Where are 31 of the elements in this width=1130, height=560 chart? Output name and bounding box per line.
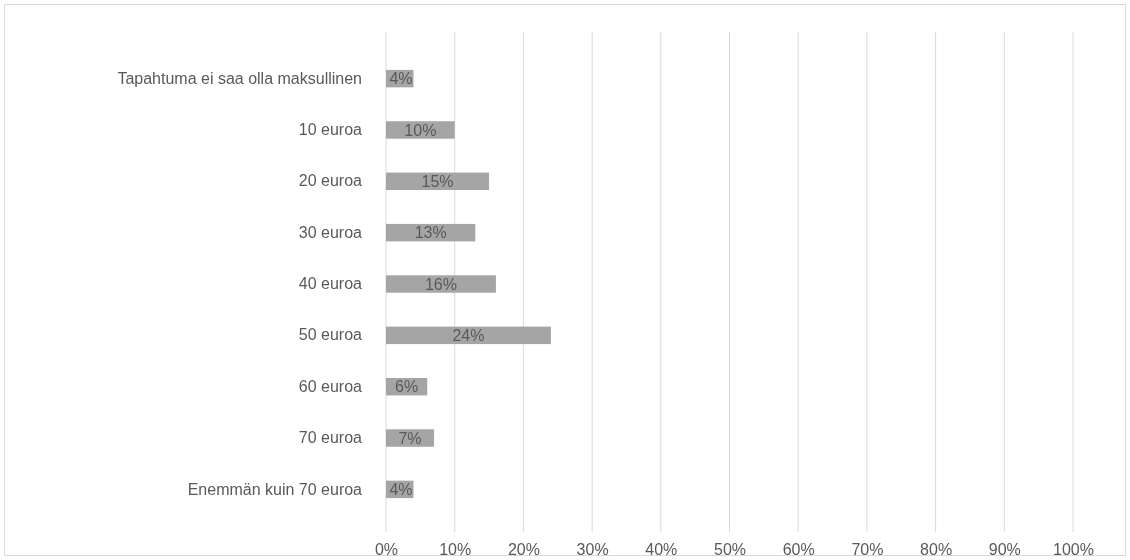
y-tick-label: Tapahtuma ei saa olla maksullinen — [117, 69, 362, 87]
x-tick-label: 60% — [782, 541, 815, 559]
y-tick-label: 20 euroa — [298, 172, 363, 190]
x-tick-label: 70% — [851, 541, 884, 559]
data-label: 7% — [398, 429, 422, 447]
data-label: 10% — [404, 121, 437, 139]
data-label: 15% — [421, 172, 454, 190]
y-tick-label: 60 euroa — [298, 377, 363, 395]
x-tick-label: 10% — [439, 541, 472, 559]
data-label: 4% — [389, 480, 413, 498]
bar — [386, 326, 551, 345]
data-label: 13% — [414, 224, 447, 242]
data-label: 6% — [395, 378, 419, 396]
y-tick-label: 10 euroa — [298, 121, 363, 139]
y-tick-label: 50 euroa — [298, 326, 363, 344]
data-label: 16% — [424, 275, 457, 293]
y-tick-label: Enemmän kuin 70 euroa — [187, 480, 363, 498]
y-tick-label: 30 euroa — [298, 223, 363, 241]
data-label: 4% — [389, 70, 413, 88]
x-tick-label: 50% — [713, 541, 747, 559]
x-tick-label: 90% — [988, 541, 1021, 559]
y-tick-label: 40 euroa — [298, 275, 363, 293]
x-tick-label: 100% — [1053, 541, 1094, 559]
x-tick-label: 30% — [576, 541, 609, 559]
x-tick-label: 40% — [645, 541, 678, 559]
data-label: 24% — [452, 326, 485, 344]
x-tick-label: 80% — [920, 541, 953, 559]
x-tick-label: 20% — [507, 541, 540, 559]
bar — [386, 275, 496, 293]
y-tick-label: 70 euroa — [298, 429, 363, 447]
x-tick-label: 0% — [374, 541, 399, 559]
